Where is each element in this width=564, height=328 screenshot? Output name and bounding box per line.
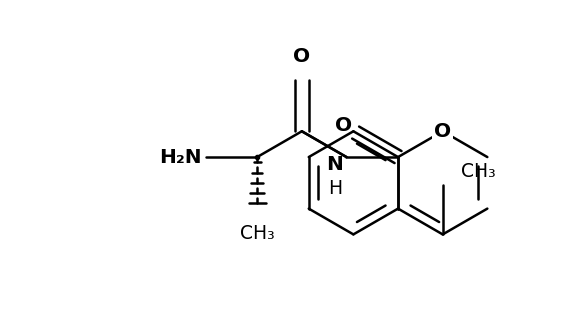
Text: O: O [335, 116, 352, 135]
Text: CH₃: CH₃ [240, 224, 275, 243]
Text: H₂N: H₂N [159, 148, 202, 167]
Text: H: H [328, 179, 342, 198]
Text: O: O [434, 122, 451, 141]
Text: CH₃: CH₃ [461, 162, 495, 181]
Text: N: N [325, 155, 342, 174]
Text: O: O [293, 47, 310, 66]
